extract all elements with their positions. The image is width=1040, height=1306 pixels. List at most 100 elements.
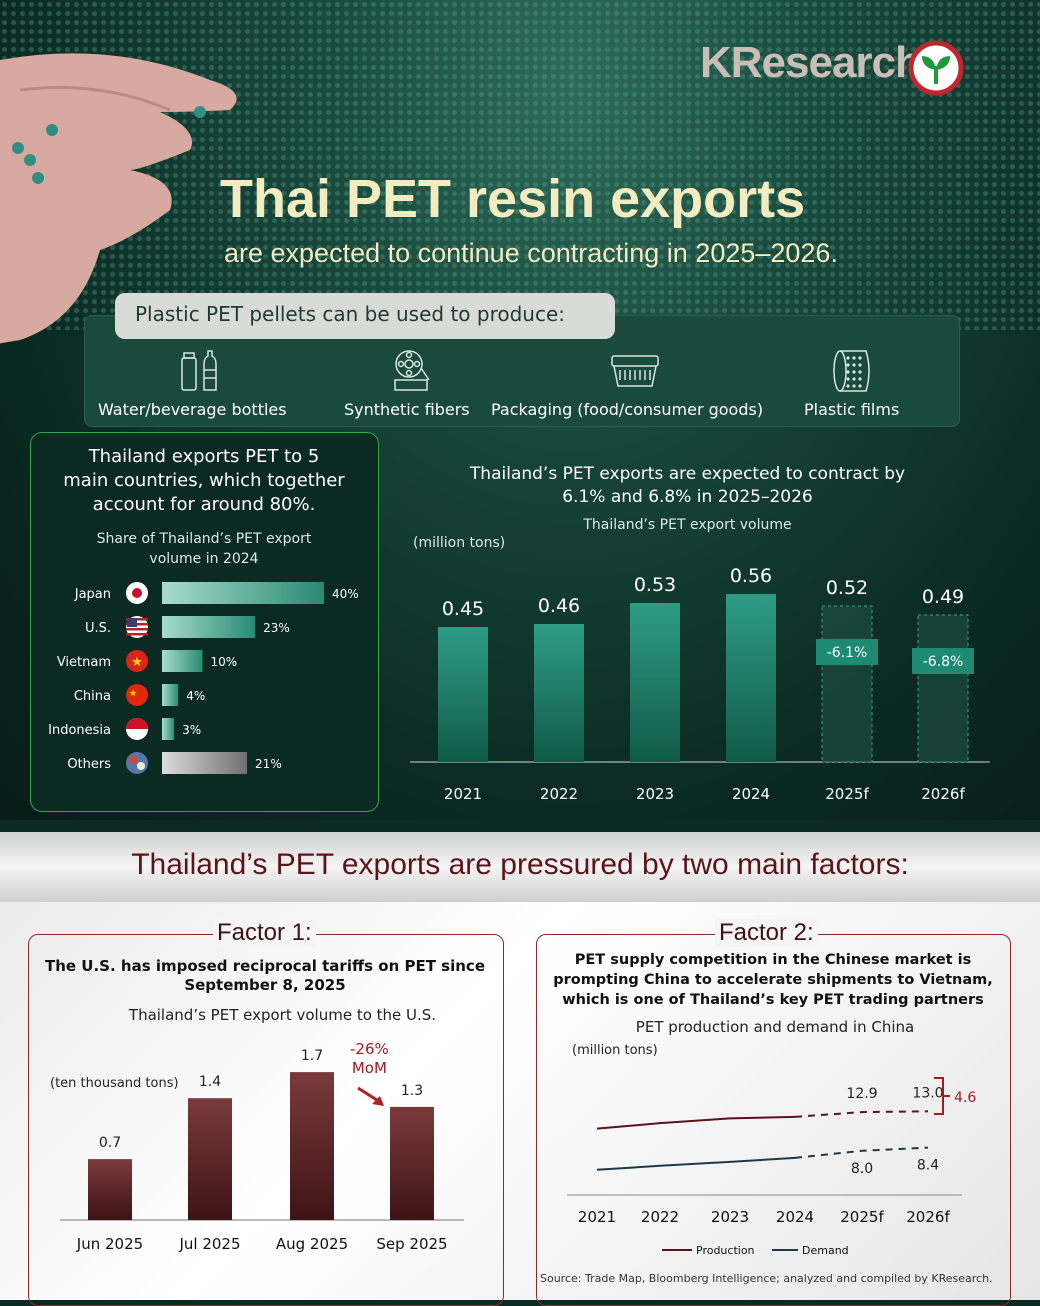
others-flag-spot bbox=[137, 762, 145, 770]
china-series-line bbox=[596, 1115, 796, 1130]
us-value-label: 1.7 bbox=[301, 1048, 323, 1064]
fiber-spool-icon bbox=[394, 350, 430, 391]
export-volume-unit: (million tons) bbox=[413, 535, 506, 551]
volume-value-label: 0.53 bbox=[634, 574, 676, 596]
share-bar bbox=[162, 650, 203, 672]
export-share-heading-line: Thailand exports PET to 5 bbox=[88, 446, 320, 467]
china-value-label: 8.4 bbox=[917, 1158, 939, 1174]
factor2-tag: Factor 2: bbox=[715, 919, 818, 947]
export-volume-heading-line: 6.1% and 6.8% in 2025–2026 bbox=[562, 487, 813, 507]
volume-year-label: 2025f bbox=[825, 785, 869, 803]
mom-annotation-line: MoM bbox=[351, 1059, 387, 1077]
share-category-label: U.S. bbox=[85, 621, 111, 636]
volume-forecast-bar bbox=[821, 605, 873, 763]
volume-bar bbox=[438, 627, 488, 762]
source-note: Source: Trade Map, Bloomberg Intelligenc… bbox=[540, 1272, 993, 1285]
kbank-leaf-logo-icon bbox=[908, 40, 964, 96]
vietnam-flag-star: ★ bbox=[131, 655, 143, 670]
hand-with-pellets-illustration bbox=[0, 53, 237, 344]
share-category-label: Vietnam bbox=[57, 655, 111, 670]
share-value-label: 3% bbox=[182, 723, 201, 737]
export-share-heading-line: account for around 80%. bbox=[92, 494, 316, 515]
share-bar bbox=[162, 684, 179, 706]
china-series-line bbox=[596, 1156, 796, 1171]
volume-value-label: 0.52 bbox=[826, 577, 868, 599]
share-value-label: 23% bbox=[263, 621, 290, 635]
volume-change-badge bbox=[816, 639, 878, 665]
export-share-subheading-line: volume in 2024 bbox=[149, 551, 259, 567]
china-value-label: 8.0 bbox=[851, 1161, 873, 1177]
china-production-demand-chart: 12.9 13.0 8.0 8.4 2021 2022 2023 2024 2025f 2026f… bbox=[567, 1077, 976, 1257]
share-bar bbox=[162, 582, 324, 604]
mom-arrow-head bbox=[372, 1096, 384, 1106]
legend-production-label: Production bbox=[696, 1244, 755, 1257]
volume-value-label: 0.49 bbox=[922, 586, 964, 608]
us-flag-canton bbox=[127, 618, 137, 627]
share-value-label: 10% bbox=[211, 655, 238, 669]
china-series-forecast-line bbox=[794, 1146, 929, 1159]
volume-year-label: 2026f bbox=[921, 785, 965, 803]
volume-bar bbox=[534, 624, 584, 762]
us-bar bbox=[290, 1072, 334, 1220]
volume-value-label: 0.56 bbox=[730, 565, 772, 587]
volume-value-label: 0.45 bbox=[442, 598, 484, 620]
factors-title: Thailand’s PET exports are pressured by … bbox=[131, 848, 909, 881]
page-title: Thai PET resin exports bbox=[220, 169, 806, 229]
gap-label: 4.6 bbox=[954, 1090, 976, 1106]
factor1-description-line: September 8, 2025 bbox=[184, 976, 346, 994]
export-share-chart: Japan 40% U.S. 23% Vietnam ★ 10% China ★ 4% Indone… bbox=[48, 582, 359, 774]
factor1-description: The U.S. has imposed reciprocal tariffs … bbox=[30, 957, 500, 995]
export-volume-heading: Thailand’s PET exports are expected to c… bbox=[395, 463, 980, 509]
china-year-label: 2021 bbox=[578, 1208, 616, 1226]
volume-year-label: 2022 bbox=[540, 785, 578, 803]
us-month-label: Aug 2025 bbox=[276, 1235, 348, 1253]
factor1-unit: (ten thousand tons) bbox=[50, 1076, 179, 1091]
share-value-label: 40% bbox=[332, 587, 359, 601]
use-label-packaging: Packaging (food/consumer goods) bbox=[491, 400, 764, 419]
factors-band bbox=[0, 832, 1040, 902]
us-month-label: Jun 2025 bbox=[76, 1235, 143, 1253]
pet-pellets-background bbox=[0, 0, 1040, 330]
us-flag-stripe bbox=[126, 628, 148, 631]
us-bar bbox=[390, 1106, 434, 1220]
china-value-label: 13.0 bbox=[912, 1085, 943, 1101]
china-year-label: 2022 bbox=[641, 1208, 679, 1226]
header-section: KResearch Thai PET resin exports are exp… bbox=[0, 0, 1040, 820]
indonesia-flag-red bbox=[126, 718, 148, 729]
volume-year-label: 2021 bbox=[444, 785, 482, 803]
export-share-subheading: Share of Thailand’s PET export volume in… bbox=[34, 529, 374, 569]
factor1-chart-title: Thailand’s PET export volume to the U.S. bbox=[128, 1006, 437, 1024]
factor1-tag: Factor 1: bbox=[213, 919, 316, 947]
export-volume-chart: 0.45 2021 0.46 2022 0.53 2023 0.56 2024 -6.1% 0.5… bbox=[410, 565, 990, 803]
us-export-chart: 0.7 Jun 2025 1.4 Jul 2025 1.7 Aug 2025 1.3 Sep … bbox=[60, 1048, 464, 1253]
pet-uses-heading: Plastic PET pellets can be used to produ… bbox=[135, 302, 566, 326]
share-category-label: China bbox=[74, 689, 111, 704]
export-volume-panel: Thailand’s PET exports are expected to c… bbox=[395, 445, 1015, 805]
share-bar bbox=[162, 616, 256, 638]
volume-change-badge bbox=[912, 648, 974, 674]
volume-bar bbox=[726, 594, 776, 762]
factor2-chart-title: PET production and demand in China bbox=[635, 1018, 915, 1036]
brand-name: KResearch bbox=[700, 38, 922, 87]
share-category-label: Japan bbox=[74, 587, 111, 602]
use-label-fibers: Synthetic fibers bbox=[344, 400, 470, 419]
mom-arrow-shaft bbox=[357, 1086, 381, 1104]
others-flag-spot bbox=[129, 756, 137, 764]
film-roll-icon bbox=[833, 350, 870, 392]
us-bar bbox=[88, 1159, 132, 1220]
share-bar bbox=[162, 752, 248, 774]
vietnam-flag-icon bbox=[126, 650, 148, 672]
legend-demand-label: Demand bbox=[802, 1244, 849, 1257]
factor2-unit: (million tons) bbox=[572, 1043, 658, 1058]
share-category-label: Others bbox=[67, 757, 111, 772]
factor2-description: PET supply competition in the Chinese ma… bbox=[538, 950, 1008, 1010]
us-month-label: Sep 2025 bbox=[376, 1235, 447, 1253]
china-value-label: 12.9 bbox=[846, 1086, 877, 1102]
us-month-label: Jul 2025 bbox=[178, 1235, 240, 1253]
export-share-panel: Thailand exports PET to 5 main countries… bbox=[30, 432, 379, 812]
us-value-label: 1.4 bbox=[199, 1074, 221, 1090]
use-label-bottles: Water/beverage bottles bbox=[98, 400, 287, 419]
bottles-icon bbox=[181, 350, 217, 391]
us-value-label: 0.7 bbox=[99, 1135, 121, 1151]
volume-change-label: -6.1% bbox=[827, 645, 868, 661]
